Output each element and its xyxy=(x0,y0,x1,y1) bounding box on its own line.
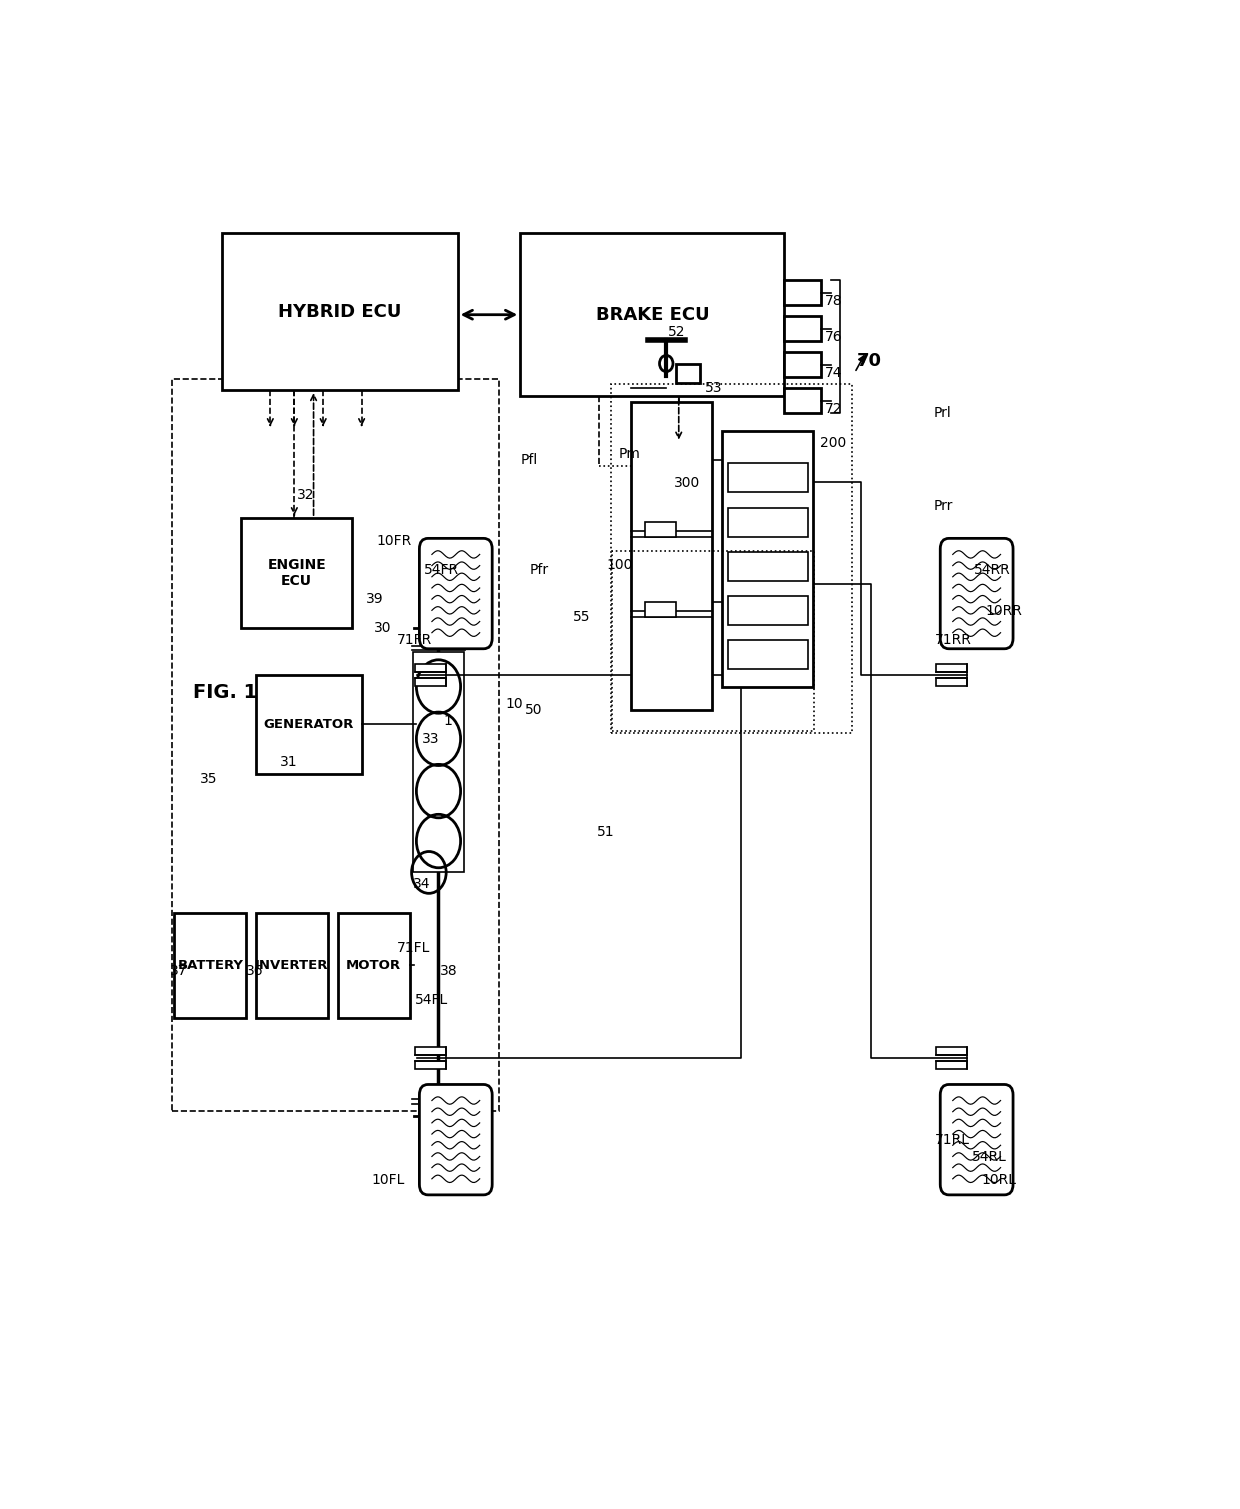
FancyBboxPatch shape xyxy=(419,1085,492,1195)
Text: 10FL: 10FL xyxy=(371,1174,404,1188)
Text: HYBRID ECU: HYBRID ECU xyxy=(278,303,402,321)
Bar xyxy=(645,602,676,617)
Text: 54FL: 54FL xyxy=(414,993,448,1007)
Text: 36: 36 xyxy=(247,964,264,978)
Bar xyxy=(936,664,967,672)
Text: 55: 55 xyxy=(573,610,590,623)
Text: Pm: Pm xyxy=(619,447,640,462)
FancyBboxPatch shape xyxy=(940,539,1013,649)
Text: 50: 50 xyxy=(525,703,542,717)
Text: 71RL: 71RL xyxy=(935,1133,971,1147)
Bar xyxy=(415,664,446,672)
Bar xyxy=(676,364,699,383)
Text: 30: 30 xyxy=(374,622,392,635)
Text: Pfl: Pfl xyxy=(521,453,537,466)
Bar xyxy=(415,1061,446,1070)
Bar xyxy=(413,652,465,872)
Text: 71FR: 71FR xyxy=(397,634,433,647)
Text: 54FR: 54FR xyxy=(424,563,459,578)
Text: BRAKE ECU: BRAKE ECU xyxy=(595,306,709,324)
Text: 54RR: 54RR xyxy=(973,563,1011,578)
Bar xyxy=(728,552,807,581)
Text: INVERTER: INVERTER xyxy=(255,958,329,972)
Text: 1: 1 xyxy=(444,714,453,729)
Text: 74: 74 xyxy=(825,365,842,380)
Bar xyxy=(611,385,852,733)
Bar xyxy=(242,518,352,628)
Bar xyxy=(785,315,821,341)
Text: 76: 76 xyxy=(825,330,842,344)
Text: 78: 78 xyxy=(825,294,842,308)
Bar xyxy=(415,1047,446,1055)
Text: 32: 32 xyxy=(298,487,315,502)
Bar xyxy=(722,432,813,687)
Bar xyxy=(337,913,409,1017)
Bar xyxy=(645,522,676,537)
Text: 38: 38 xyxy=(439,964,458,978)
Text: Pfr: Pfr xyxy=(529,563,549,578)
FancyBboxPatch shape xyxy=(940,1085,1013,1195)
Text: Prr: Prr xyxy=(934,499,952,513)
Text: 51: 51 xyxy=(596,825,615,839)
Text: 70: 70 xyxy=(857,352,882,370)
Bar xyxy=(728,596,807,625)
Text: Prl: Prl xyxy=(934,406,951,421)
Text: 10RR: 10RR xyxy=(986,604,1022,619)
Text: MOTOR: MOTOR xyxy=(346,958,402,972)
Bar xyxy=(728,640,807,668)
Text: 52: 52 xyxy=(668,324,686,340)
Text: 10: 10 xyxy=(506,697,523,711)
Bar xyxy=(521,234,785,395)
Bar xyxy=(631,401,712,709)
Text: 33: 33 xyxy=(422,732,440,745)
Text: 37: 37 xyxy=(170,964,188,978)
Bar xyxy=(255,913,327,1017)
Bar xyxy=(728,463,807,492)
Text: 100: 100 xyxy=(606,557,634,572)
Bar xyxy=(785,279,821,305)
Bar xyxy=(222,234,458,391)
Text: 72: 72 xyxy=(825,401,842,416)
Text: 35: 35 xyxy=(200,773,218,786)
Bar xyxy=(172,379,498,1111)
Bar xyxy=(785,388,821,413)
Bar xyxy=(936,678,967,687)
Text: ENGINE
ECU: ENGINE ECU xyxy=(268,558,326,589)
Bar xyxy=(936,1047,967,1055)
Bar xyxy=(174,913,247,1017)
Bar xyxy=(785,352,821,377)
Text: 34: 34 xyxy=(413,877,430,890)
Bar xyxy=(936,1061,967,1070)
Text: 71FL: 71FL xyxy=(397,942,430,955)
Bar xyxy=(613,551,815,730)
Bar xyxy=(415,678,446,687)
Text: GENERATOR: GENERATOR xyxy=(264,718,353,730)
Text: 54RL: 54RL xyxy=(972,1150,1007,1163)
Text: 300: 300 xyxy=(675,477,701,490)
Bar xyxy=(728,507,807,537)
Text: 53: 53 xyxy=(704,380,722,395)
Text: 200: 200 xyxy=(820,436,846,450)
Text: BATTERY: BATTERY xyxy=(177,958,243,972)
Bar xyxy=(255,675,362,774)
Text: 10FR: 10FR xyxy=(376,534,412,548)
Text: 39: 39 xyxy=(367,593,384,607)
Text: 10RL: 10RL xyxy=(982,1174,1017,1188)
Text: 31: 31 xyxy=(280,754,298,770)
FancyBboxPatch shape xyxy=(419,539,492,649)
Text: FIG. 1: FIG. 1 xyxy=(193,684,258,702)
Text: 71RR: 71RR xyxy=(935,634,972,647)
